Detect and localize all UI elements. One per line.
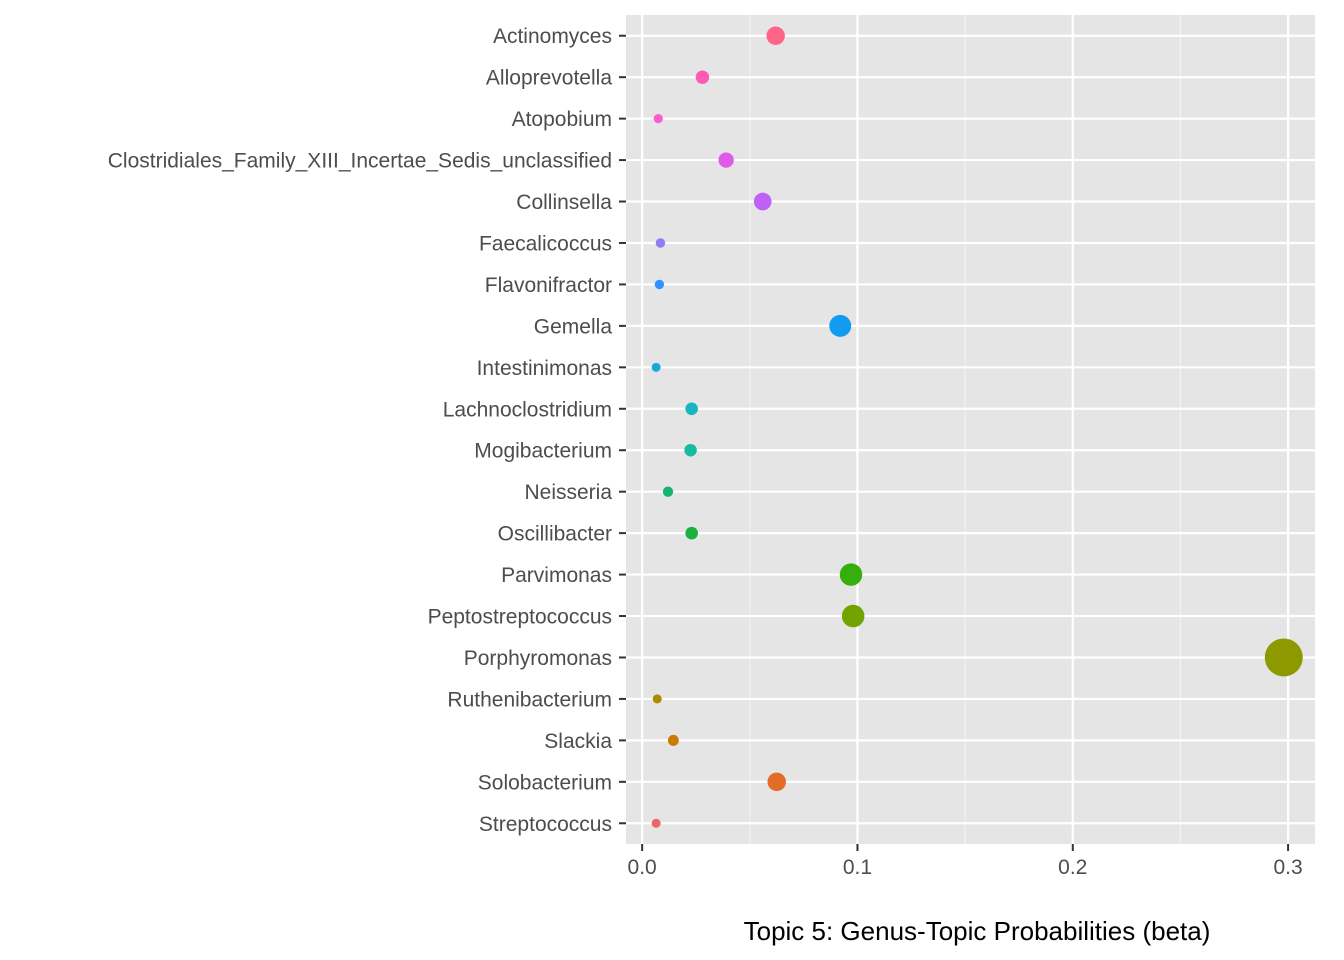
- data-point: [685, 402, 698, 416]
- data-point: [655, 238, 666, 248]
- data-point: [662, 486, 674, 497]
- y-tick-label: Collinsella: [516, 191, 612, 214]
- y-tick-label: Intestinimonas: [477, 357, 612, 380]
- data-point: [684, 443, 697, 457]
- y-tick-label: Streptococcus: [479, 813, 612, 836]
- y-tick-label: Faecalicoccus: [479, 232, 612, 255]
- data-point: [841, 604, 865, 628]
- data-point: [839, 563, 863, 586]
- data-point: [653, 113, 663, 124]
- data-point: [718, 152, 734, 168]
- data-point: [651, 362, 661, 372]
- y-axis: Actinomyces Alloprevotella Atopobium Clostr…: [108, 25, 626, 836]
- y-tick-label: Ruthenibacterium: [447, 688, 612, 711]
- y-tick-label: Alloprevotella: [486, 67, 612, 90]
- data-point: [766, 26, 785, 45]
- data-point: [829, 314, 852, 337]
- grid-minor: [749, 15, 1182, 844]
- y-tick-label: Gemella: [534, 315, 613, 338]
- y-tick-label: Clostridiales_Family_XIII_Incertae_Sedis…: [108, 150, 612, 173]
- y-tick-label: Atopobium: [512, 108, 612, 131]
- data-point: [654, 279, 665, 290]
- y-tick-label: Solobacterium: [478, 771, 612, 794]
- data-point: [667, 734, 679, 746]
- data-point: [652, 694, 662, 704]
- y-tick-label: Parvimonas: [501, 564, 612, 587]
- data-point: [685, 526, 698, 540]
- y-tick-label: Oscillibacter: [498, 523, 612, 546]
- x-axis: 0.0 0.1 0.2 0.3: [628, 844, 1303, 879]
- y-tick-label: Actinomyces: [493, 25, 612, 48]
- data-point: [695, 70, 710, 84]
- y-tick-label: Mogibacterium: [474, 440, 612, 463]
- panel-background: [626, 15, 1315, 844]
- x-tick-label: 0.2: [1058, 856, 1087, 879]
- y-tick-label: Porphyromonas: [464, 647, 612, 670]
- x-tick-label: 0.1: [843, 856, 872, 879]
- data-point: [651, 818, 661, 828]
- x-tick-label: 0.3: [1273, 856, 1302, 879]
- y-tick-label: Lachnoclostridium: [443, 398, 612, 421]
- data-point: [1264, 638, 1303, 677]
- data-point: [767, 772, 786, 792]
- y-tick-label: Neisseria: [524, 481, 612, 504]
- grid-major: [626, 15, 1315, 844]
- y-tick-label: Slackia: [544, 730, 612, 753]
- y-tick-label: Peptostreptococcus: [428, 606, 612, 629]
- data-point: [753, 192, 772, 211]
- data-points: [651, 26, 1303, 828]
- x-axis-label: Topic 5: Genus-Topic Probabilities (beta…: [744, 916, 1211, 946]
- y-tick-label: Flavonifractor: [485, 274, 612, 297]
- x-tick-label: 0.0: [628, 856, 657, 879]
